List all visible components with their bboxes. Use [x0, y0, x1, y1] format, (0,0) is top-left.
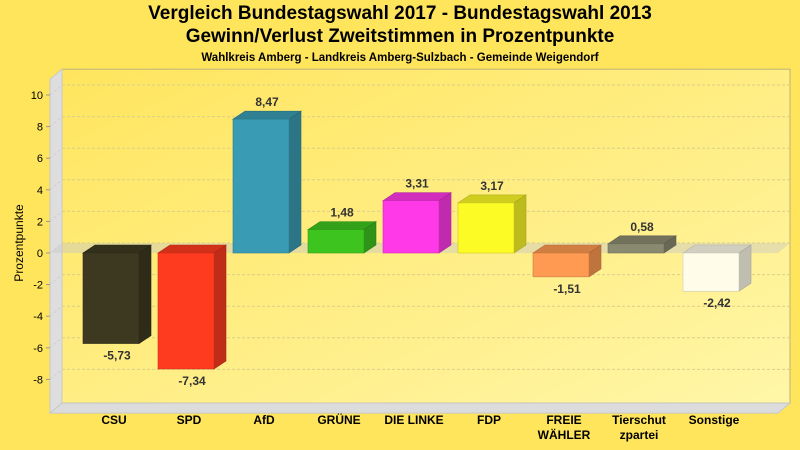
y-tick-label: 0 [37, 248, 43, 260]
value-label: 3,31 [405, 177, 429, 191]
gridline-side [49, 369, 63, 380]
category-label: GRÜNE [317, 412, 360, 427]
category-label: DIE LINKE [384, 413, 443, 427]
category-label: FDP [477, 413, 501, 427]
category-label: WÄHLER [538, 427, 591, 442]
category-label: AfD [253, 413, 275, 427]
y-tick-label: 10 [31, 90, 43, 102]
chart-region-subtitle: Wahlkreis Amberg - Landkreis Amberg-Sulz… [201, 52, 599, 64]
bar-side-face [513, 194, 527, 254]
bar-csu [82, 244, 152, 345]
value-label: -5,73 [103, 349, 131, 363]
bar-side-face [438, 192, 452, 254]
y-tick-label: -4 [33, 311, 43, 323]
bar-die-linke [382, 192, 452, 254]
y-tick-label: 2 [37, 216, 43, 228]
bar-fdp [457, 194, 527, 254]
bar-front-face [157, 252, 215, 370]
bar-front-face [82, 252, 140, 344]
bar-grüne [307, 221, 377, 254]
chart-subtitle: Gewinn/Verlust Zweitstimmen in Prozentpu… [185, 26, 615, 47]
bar-side-face [738, 244, 752, 292]
y-tick-label: -8 [33, 374, 43, 386]
y-tick-label: 6 [37, 153, 43, 165]
value-label: 1,48 [330, 206, 354, 220]
gridline-side [49, 84, 63, 96]
gridline-side [49, 337, 63, 349]
bar-spd [157, 244, 227, 370]
plot-side-wall [49, 68, 63, 415]
gridline-side [49, 116, 63, 127]
bar-side-face [138, 244, 152, 345]
bar-tierschut-zpartei [607, 235, 677, 254]
gridline-side [49, 147, 63, 159]
bar-front-face [607, 243, 665, 254]
y-tick-label: -6 [33, 343, 43, 355]
chart-title: Vergleich Bundestagswahl 2017 - Bundesta… [148, 3, 652, 24]
value-label: 3,17 [480, 179, 504, 193]
category-label: CSU [101, 413, 126, 427]
gridline-side [49, 242, 63, 254]
bar-front-face [232, 118, 290, 254]
category-label: zpartei [620, 428, 659, 442]
y-axis-label: Prozentpunkte [12, 204, 26, 282]
value-label: -7,34 [178, 374, 206, 388]
y-tick-label: 8 [37, 122, 43, 134]
bar-side-face [213, 244, 227, 370]
category-label: SPD [177, 413, 202, 427]
plot-floor [48, 402, 792, 414]
value-label: 0,58 [630, 220, 654, 234]
gridline-side [49, 305, 63, 317]
bar-front-face [682, 252, 740, 292]
bar-freie-wähler [532, 244, 602, 278]
y-tick-label: 4 [37, 185, 43, 197]
value-label: -2,42 [703, 296, 731, 310]
bar-front-face [457, 202, 515, 254]
gridline-side [49, 179, 63, 191]
y-tick-label: -2 [33, 280, 43, 292]
bar-front-face [532, 252, 590, 278]
bar-side-face [288, 110, 302, 254]
bar-front-face [382, 200, 440, 254]
category-label: Sonstige [689, 413, 740, 427]
category-label: FREIE [546, 413, 581, 427]
gridline-side [49, 211, 63, 222]
gridline-side [49, 274, 63, 285]
category-label: Tierschut [612, 413, 666, 427]
value-label: -1,51 [553, 282, 581, 296]
bar-afd [232, 110, 302, 254]
bar-sonstige [682, 244, 752, 292]
bar-front-face [307, 229, 365, 254]
value-label: 8,47 [255, 95, 279, 109]
